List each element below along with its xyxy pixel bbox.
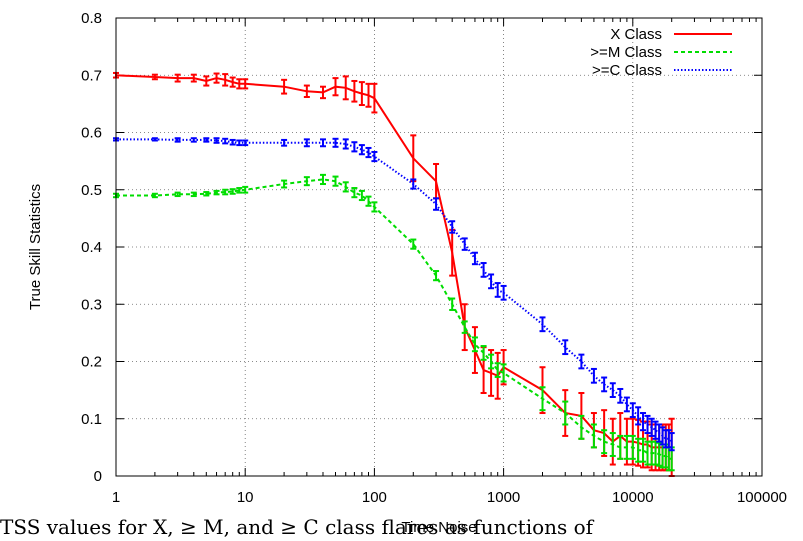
y-tick-label: 0.1 bbox=[81, 411, 102, 428]
x-tick-label: 10 bbox=[237, 489, 254, 506]
y-tick-label: 0.3 bbox=[81, 296, 102, 313]
x-tick-labels: 1 10 100 1000 10000 100000 bbox=[112, 489, 787, 506]
y-axis-title: True Skill Statistics bbox=[27, 184, 44, 310]
y-tick-label: 0.2 bbox=[81, 354, 102, 371]
series-line bbox=[115, 74, 672, 449]
series-0 bbox=[113, 71, 675, 477]
legend-label: >=M Class bbox=[590, 44, 662, 61]
series-line bbox=[116, 178, 672, 460]
y-tick-label: 0.5 bbox=[81, 182, 102, 199]
x-tick-label: 100 bbox=[362, 489, 387, 506]
x-tick-label: 1 bbox=[112, 489, 120, 506]
series-line bbox=[116, 138, 673, 443]
x-tick-label: 1000 bbox=[487, 489, 520, 506]
legend: X Class>=M Class>=C Class bbox=[590, 26, 732, 79]
figure-caption: TSS values for X, ≥ M, and ≥ C class fla… bbox=[0, 515, 594, 539]
x-tick-label: 10000 bbox=[612, 489, 654, 506]
series-2 bbox=[113, 137, 675, 452]
grid bbox=[116, 18, 762, 476]
x-axis-title: Time Noise bbox=[401, 519, 476, 536]
legend-label: X Class bbox=[610, 26, 662, 43]
legend-label: >=C Class bbox=[592, 62, 662, 79]
series-1 bbox=[113, 173, 675, 472]
series-group bbox=[113, 71, 675, 477]
y-tick-label: 0.4 bbox=[81, 239, 102, 256]
y-tick-label: 0 bbox=[94, 468, 102, 485]
y-tick-label: 0.8 bbox=[81, 10, 102, 27]
x-tick-label: 100000 bbox=[737, 489, 787, 506]
y-tick-label: 0.7 bbox=[81, 67, 102, 84]
y-tick-labels: 0 0.1 0.2 0.3 0.4 0.5 0.6 0.7 0.8 bbox=[81, 10, 102, 485]
plot-frame bbox=[115, 17, 763, 477]
y-tick-label: 0.6 bbox=[81, 125, 102, 142]
